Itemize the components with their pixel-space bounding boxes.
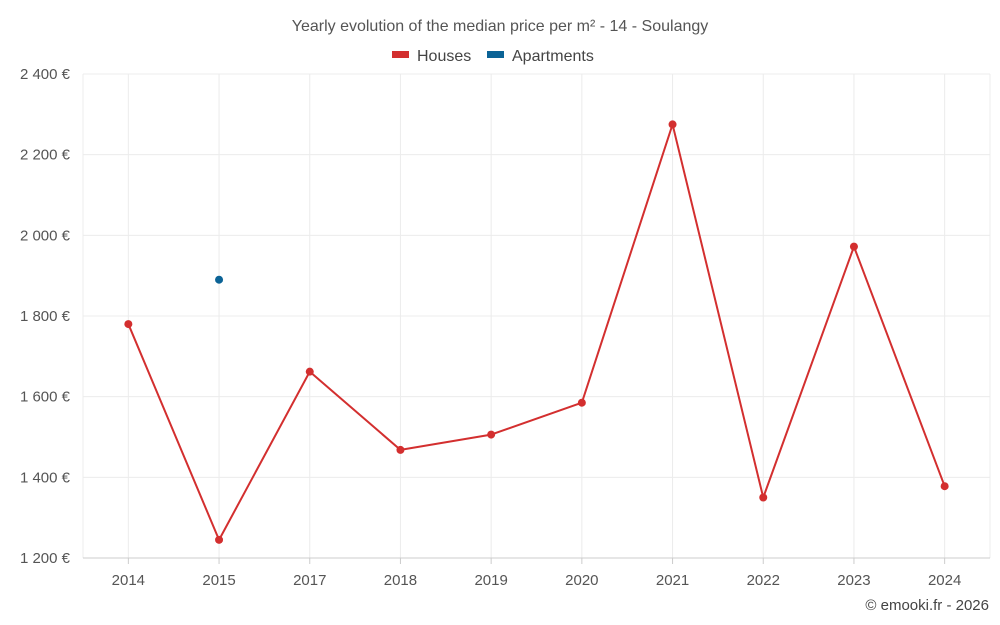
- legend: Houses Apartments: [392, 48, 594, 65]
- legend-swatch-apartments: [487, 51, 504, 58]
- x-tick-label: 2014: [112, 572, 145, 589]
- y-axis: 1 200 € 1 400 € 1 600 € 1 800 € 2 000 € 2 200…: [20, 66, 71, 567]
- x-tick-label: 2015: [202, 572, 235, 589]
- y-tick-label: 1 400 €: [20, 469, 71, 486]
- legend-item-houses[interactable]: Houses: [392, 48, 471, 65]
- x-tick-label: 2022: [747, 572, 780, 589]
- series-line-houses: [127, 123, 946, 541]
- y-tick-label: 1 200 €: [20, 550, 71, 567]
- legend-swatch-houses: [392, 51, 409, 58]
- data-point-houses-2019[interactable]: [487, 430, 496, 439]
- data-point-houses-2018[interactable]: [396, 445, 405, 454]
- x-tick-label: 2018: [384, 572, 417, 589]
- credit-text: © emooki.fr - 2026: [865, 597, 989, 614]
- data-point-houses-2020[interactable]: [577, 398, 586, 407]
- legend-label-houses: Houses: [417, 48, 471, 65]
- data-point-houses-2017[interactable]: [305, 367, 314, 376]
- data-point-apartments-2015[interactable]: [215, 275, 224, 284]
- y-tick-label: 1 600 €: [20, 389, 71, 406]
- series-houses: [124, 120, 949, 544]
- data-point-houses-2021[interactable]: [668, 120, 677, 129]
- x-tick-label: 2024: [928, 572, 961, 589]
- grid: [82, 73, 991, 558]
- data-point-houses-2022[interactable]: [759, 493, 768, 502]
- y-tick-label: 2 400 €: [20, 66, 71, 83]
- legend-item-apartments[interactable]: Apartments: [487, 48, 594, 65]
- x-tick-label: 2017: [293, 572, 326, 589]
- x-tick-label: 2023: [837, 572, 870, 589]
- x-tick-label: 2019: [474, 572, 507, 589]
- data-point-houses-2015[interactable]: [215, 535, 224, 544]
- data-point-houses-2023[interactable]: [849, 242, 858, 251]
- x-axis: 2014 2015 2017 2018 2019 2020 2021 2022 2023 2024: [83, 557, 990, 589]
- y-tick-label: 1 800 €: [20, 308, 71, 325]
- data-point-houses-2024[interactable]: [940, 482, 949, 491]
- x-tick-label: 2021: [656, 572, 689, 589]
- y-tick-label: 2 200 €: [20, 147, 71, 164]
- data-point-houses-2014[interactable]: [124, 320, 133, 329]
- y-tick-label: 2 000 €: [20, 227, 71, 244]
- plot-area: [124, 120, 949, 544]
- chart-title: Yearly evolution of the median price per…: [292, 18, 709, 35]
- legend-label-apartments: Apartments: [512, 48, 594, 65]
- x-tick-label: 2020: [565, 572, 598, 589]
- series-apartments: [215, 275, 224, 284]
